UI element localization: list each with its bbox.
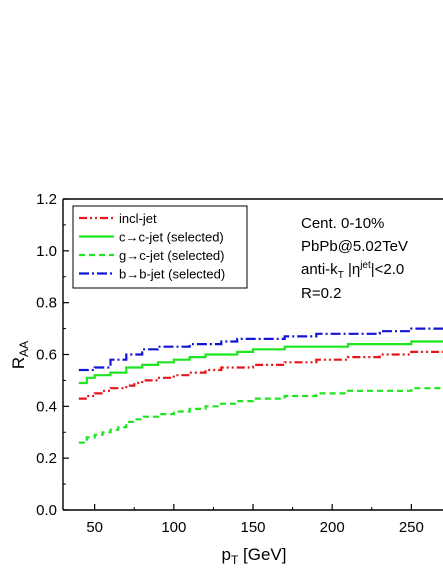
- x-axis-title-unit: [GeV]: [238, 545, 286, 564]
- annotation-radius: R=0.2: [301, 285, 341, 302]
- y-tick-label: 1.0: [36, 243, 57, 260]
- series-line-2: [78, 340, 443, 385]
- legend-label: c→c-jet (selected): [119, 230, 224, 245]
- x-axis-ticks: 50 100 150 200 250: [86, 504, 424, 536]
- y-axis-title-sub: AA: [17, 341, 31, 357]
- x-tick-label: 200: [320, 519, 345, 536]
- x-axis-title-sub: T: [231, 553, 239, 567]
- eta-suffix: |<2.0: [371, 261, 405, 278]
- y-axis-ticks: 0.0 0.2 0.4 0.6 0.8 1.0 1.2: [36, 191, 69, 519]
- x-tick-label: 150: [240, 519, 265, 536]
- x-axis-title-main: p: [222, 545, 231, 564]
- x-tick-label: 100: [161, 519, 186, 536]
- series-line-3: [78, 387, 443, 444]
- x-axis-title: pT [GeV]: [222, 545, 287, 567]
- eta-prefix: |η: [344, 261, 360, 278]
- y-tick-label: 0.2: [36, 450, 57, 467]
- y-tick-label: 0.0: [36, 502, 57, 519]
- x-tick-label: 250: [399, 519, 424, 536]
- annotation-centrality: Cent. 0-10%: [301, 215, 384, 232]
- series-layer: [78, 327, 443, 444]
- x-tick-label: 50: [86, 519, 103, 536]
- algo-sub: T: [338, 270, 344, 281]
- annotation-algorithm: anti-kT |ηjet|<2.0: [301, 260, 404, 281]
- annotation-block: Cent. 0-10% PbPb@5.02TeV anti-kT |ηjet|<…: [301, 215, 408, 302]
- legend-label: incl-jet: [119, 211, 157, 226]
- y-tick-label: 0.4: [36, 398, 57, 415]
- eta-sup: jet: [359, 260, 371, 271]
- y-tick-label: 0.8: [36, 295, 57, 312]
- series-line-4: [78, 327, 443, 372]
- legend-items: incl-jet c→c-jet (selected) g→c-jet (selec…: [79, 211, 225, 282]
- algo-prefix: anti-k: [301, 261, 338, 278]
- legend: incl-jet c→c-jet (selected) g→c-jet (selec…: [72, 205, 248, 289]
- y-tick-label: 1.2: [36, 191, 57, 208]
- series-line-1: [78, 350, 443, 400]
- y-tick-label: 0.6: [36, 347, 57, 364]
- y-axis-title: RAA: [9, 341, 31, 369]
- legend-label: b→b-jet (selected): [119, 267, 225, 282]
- y-axis-title-main: R: [9, 357, 28, 369]
- legend-label: g→c-jet (selected): [119, 248, 224, 263]
- annotation-system: PbPb@5.02TeV: [301, 238, 408, 255]
